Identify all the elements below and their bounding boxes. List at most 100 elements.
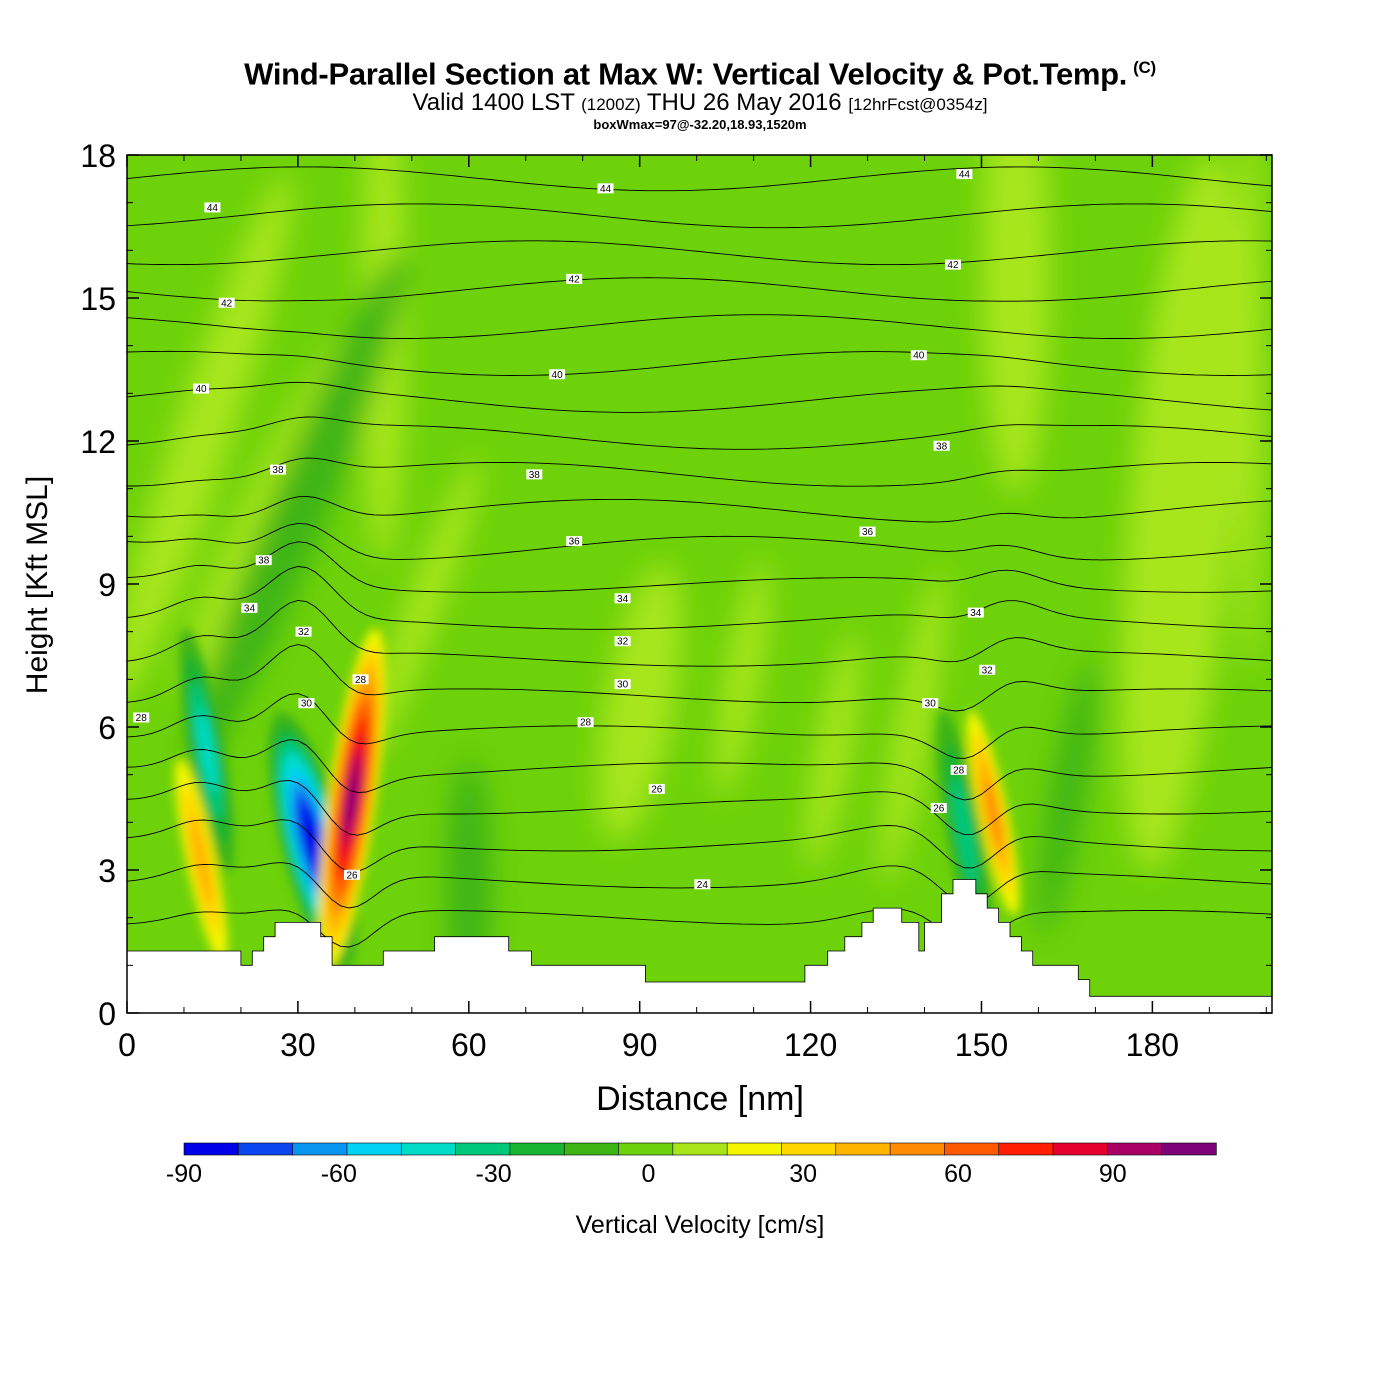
theta-label-text: 34 — [617, 594, 629, 605]
colorbar-tick-label-6: 90 — [1099, 1160, 1127, 1188]
title-block: Wind-Parallel Section at Max W: Vertical… — [0, 50, 1400, 134]
isentrope-28 — [127, 739, 1272, 801]
y-tick-label-1: 3 — [98, 853, 116, 889]
theta-label-bg — [218, 297, 235, 308]
theta-label-text: 28 — [580, 718, 592, 729]
field-patch-5 — [1120, 155, 1241, 872]
theta-label-28: 32 — [979, 664, 996, 676]
colorbar-tick-label-1: -60 — [321, 1160, 357, 1188]
theta-label-1: 40 — [193, 383, 210, 395]
theta-label-5: 38 — [255, 555, 272, 567]
theta-label-text: 40 — [195, 384, 207, 395]
theta-label-15: 36 — [566, 536, 583, 548]
theta-label-bg — [859, 526, 876, 537]
theta-label-3: 44 — [204, 202, 221, 214]
field-patch-4 — [981, 155, 1050, 495]
theta-label-29: 30 — [922, 698, 939, 710]
theta-label-text: 44 — [207, 203, 219, 214]
colorbar-bin-4 — [400, 1142, 457, 1156]
updraft-0-level-8 — [346, 770, 358, 827]
theta-label-text: 38 — [258, 556, 270, 567]
theta-label-bg — [241, 602, 258, 613]
field-patch-8 — [806, 632, 861, 870]
colorbar-tick-label-5: 60 — [944, 1160, 972, 1188]
theta-label-text: 38 — [272, 465, 284, 476]
theta-label-8: 30 — [298, 698, 315, 710]
colorbar-bin-9 — [672, 1142, 728, 1156]
theta-label-bg — [295, 626, 312, 637]
box-info: boxWmax=97@-32.20,18.93,1520m — [593, 117, 807, 133]
theta-label-7: 32 — [295, 626, 312, 638]
theta-label-bg — [352, 674, 369, 685]
isentrope-41 — [127, 277, 1272, 302]
theta-label-11: 44 — [597, 183, 614, 195]
chart-title: Wind-Parallel Section at Max W: Vertical… — [0, 50, 1400, 92]
theta-label-text: 28 — [953, 765, 965, 776]
theta-label-bg — [255, 555, 272, 566]
y-tick-label-0: 0 — [98, 996, 116, 1032]
colorbar-bin-14 — [944, 1142, 1000, 1156]
colorbar-bin-6 — [509, 1142, 565, 1156]
theta-label-text: 28 — [136, 713, 148, 724]
downdraft-1-level-3 — [197, 708, 217, 794]
theta-label-bg — [614, 679, 631, 690]
isentrope-30 — [127, 644, 1272, 712]
x-tick-label-3: 90 — [622, 1027, 658, 1063]
isentrope-32 — [127, 566, 1272, 630]
theta-label-text: 36 — [862, 527, 874, 538]
colorbar-bin-5 — [455, 1142, 511, 1156]
x-tick-label-2: 60 — [451, 1027, 487, 1063]
colorbar-bin-3 — [346, 1142, 402, 1156]
theta-label-22: 36 — [859, 526, 876, 538]
theta-label-text: 28 — [355, 675, 367, 686]
theta-label-bg — [694, 879, 711, 890]
isentrope-37 — [127, 416, 1272, 450]
isentrope-42 — [127, 240, 1272, 266]
isentrope-34 — [127, 522, 1272, 561]
field-patch-11 — [189, 252, 407, 773]
theta-label-bg — [298, 698, 315, 709]
theta-label-bg — [956, 169, 973, 180]
isentrope-44 — [127, 166, 1272, 192]
chart-title-text: Wind-Parallel Section at Max W: Vertical… — [244, 56, 1128, 92]
theta-label-20: 26 — [648, 783, 665, 795]
colorbar-bin-7 — [563, 1142, 620, 1156]
theta-label-text: 34 — [970, 608, 982, 619]
field-patch-9 — [366, 457, 481, 759]
field-patch-6 — [1234, 155, 1264, 674]
theta-label-4: 38 — [269, 464, 286, 476]
y-tick-label-5: 15 — [80, 281, 116, 317]
theta-label-13: 40 — [549, 369, 566, 381]
theta-label-text: 34 — [244, 603, 256, 614]
downdraft-2-level-2 — [951, 777, 977, 887]
x-tick-label-5: 150 — [955, 1027, 1008, 1063]
theta-label-bg — [597, 183, 614, 194]
copyright-mark: (C) — [1133, 58, 1156, 77]
updraft-2-level-2 — [189, 814, 213, 907]
theta-label-bg — [566, 536, 583, 547]
theta-label-text: 44 — [600, 184, 612, 195]
vertical-velocity-field — [127, 155, 1272, 1013]
isentrope-36 — [127, 457, 1272, 487]
colorbar-tick-label-3: 0 — [641, 1160, 655, 1188]
valid-time: Valid 1400 LST — [412, 89, 575, 117]
theta-label-text: 36 — [569, 537, 581, 548]
theta-label-bg — [930, 803, 947, 814]
y-tick-label-2: 6 — [98, 710, 116, 746]
theta-label-25: 40 — [910, 350, 927, 362]
y-tick-label-4: 12 — [80, 424, 116, 460]
theta-label-bg — [648, 783, 665, 794]
theta-label-12: 42 — [566, 273, 583, 285]
theta-label-16: 34 — [614, 593, 631, 605]
field-patch-3 — [598, 565, 682, 842]
field-patch-13 — [1037, 660, 1097, 937]
colorbar-bin-0 — [183, 1142, 240, 1156]
theta-label-24: 42 — [944, 259, 961, 271]
theta-label-text: 30 — [925, 699, 937, 710]
colorbar-bin-17 — [1107, 1142, 1163, 1156]
theta-label-text: 26 — [933, 804, 945, 815]
theta-label-text: 32 — [617, 637, 629, 648]
chart-subtitle: Valid 1400 LST (1200Z) THU 26 May 2016 [… — [0, 89, 1400, 117]
theta-label-bg — [566, 273, 583, 284]
theta-label-text: 40 — [552, 370, 564, 381]
